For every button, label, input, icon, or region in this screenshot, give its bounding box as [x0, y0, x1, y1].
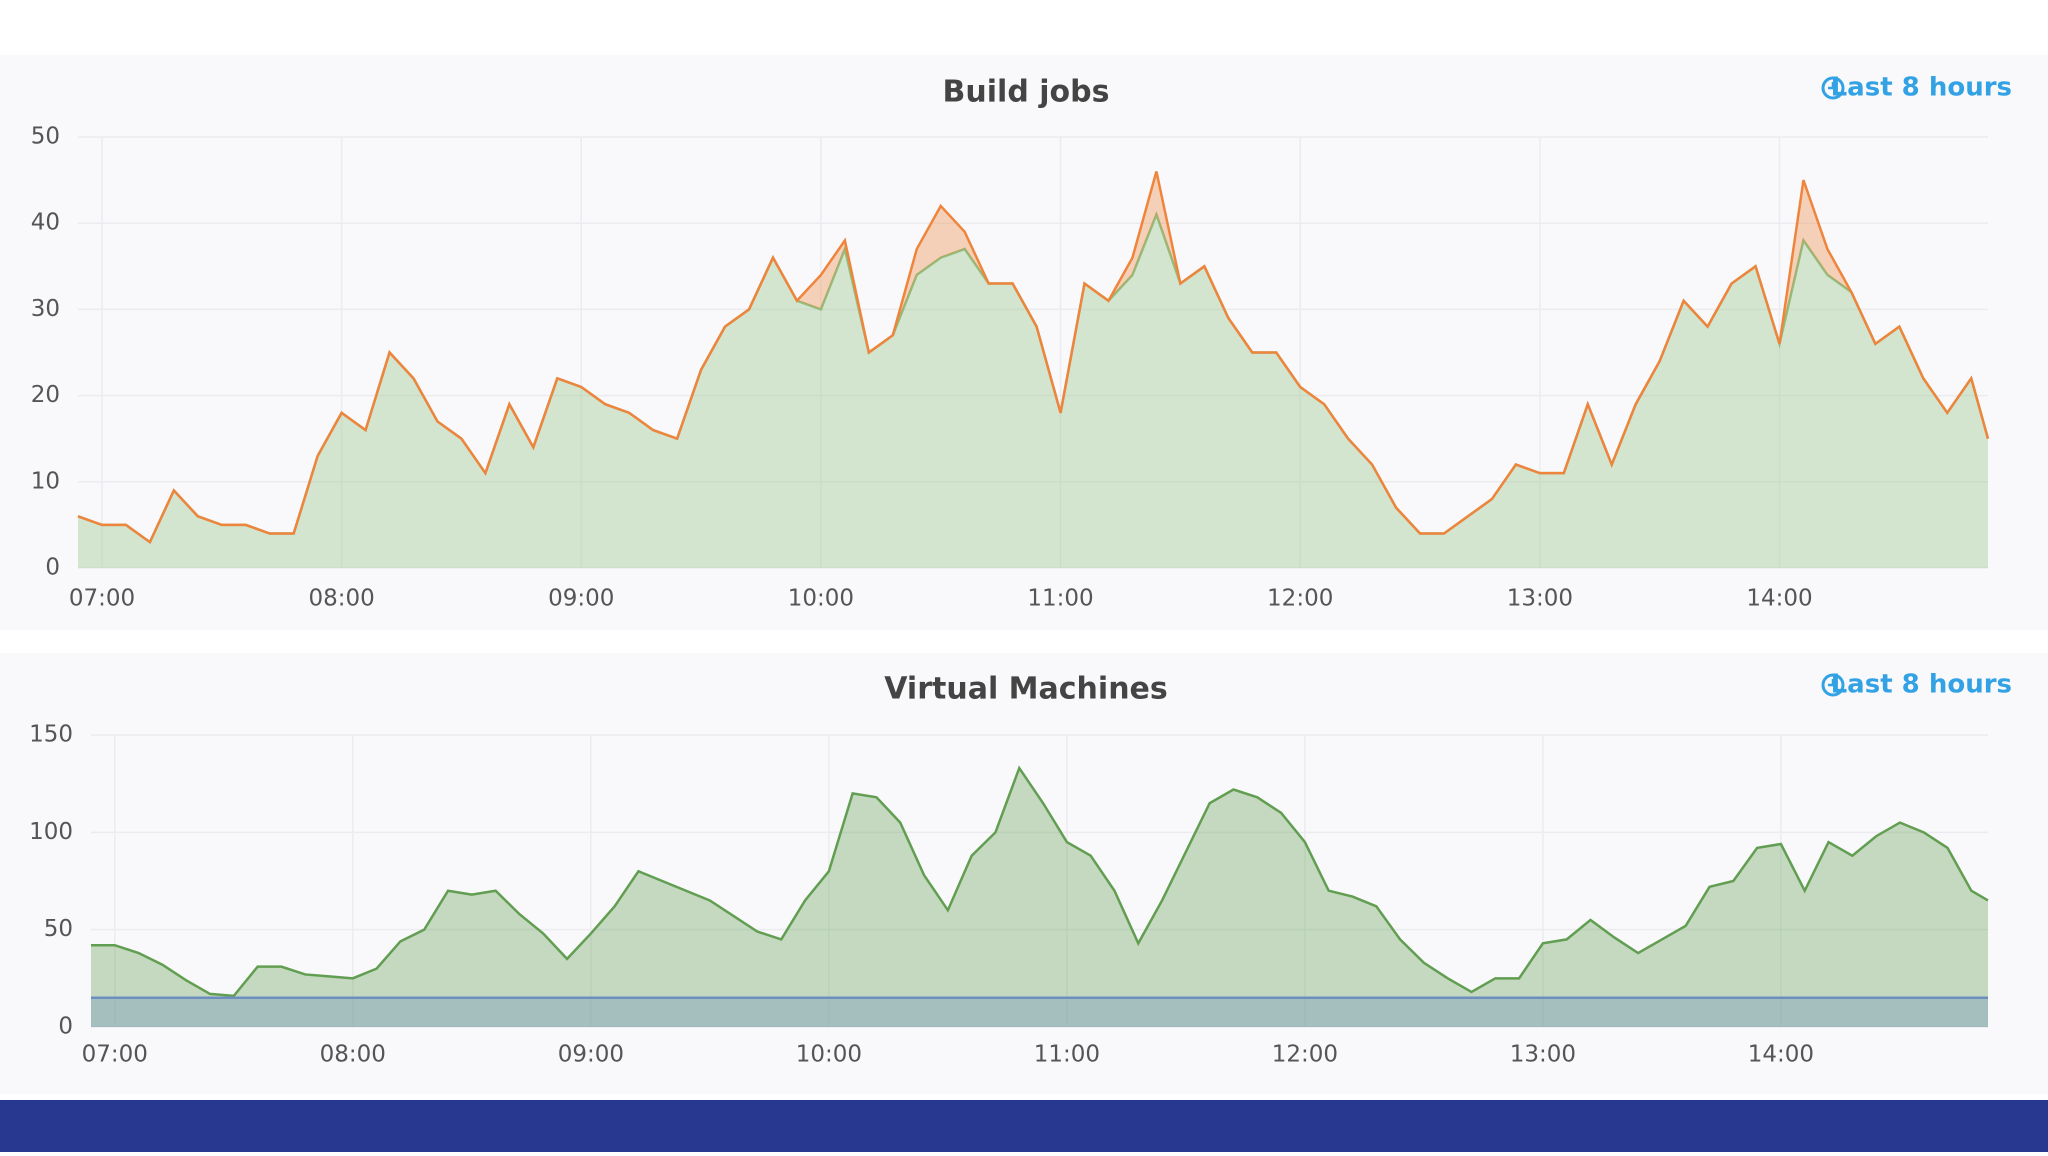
y-tick-label: 0 [45, 555, 60, 581]
time-range: Last 8 hours [1831, 73, 2012, 103]
footer-bar [0, 1100, 2048, 1152]
x-tick-label: 13:00 [1507, 586, 1573, 612]
panel-title: Virtual Machines [884, 672, 1168, 707]
x-tick-label: 11:00 [1027, 586, 1093, 612]
x-tick-label: 11:00 [1034, 1042, 1100, 1068]
clock-hands [1828, 679, 1835, 687]
x-tick-label: 10:00 [796, 1042, 862, 1068]
x-tick-label: 14:00 [1746, 586, 1812, 612]
series-area [78, 214, 1988, 568]
x-tick-label: 13:00 [1510, 1042, 1576, 1068]
series-area [91, 768, 1988, 1027]
x-tick-label: 14:00 [1748, 1042, 1814, 1068]
y-tick-label: 0 [58, 1014, 73, 1040]
y-tick-label: 100 [29, 819, 73, 845]
y-tick-label: 50 [44, 916, 73, 942]
y-tick-label: 40 [31, 210, 60, 236]
series-line [91, 765, 1989, 998]
x-tick-label: 12:00 [1267, 586, 1333, 612]
x-tick-label: 07:00 [69, 586, 135, 612]
x-tick-label: 09:00 [558, 1042, 624, 1068]
y-tick-label: 150 [29, 722, 73, 748]
x-tick-label: 07:00 [82, 1042, 148, 1068]
x-tick-label: 10:00 [788, 586, 854, 612]
x-tick-label: 12:00 [1272, 1042, 1338, 1068]
x-tick-label: 08:00 [320, 1042, 386, 1068]
y-tick-label: 50 [31, 124, 60, 150]
time-range: Last 8 hours [1831, 670, 2012, 700]
series-line [77, 171, 1990, 545]
y-tick-label: 20 [31, 382, 60, 408]
x-tick-label: 09:00 [548, 586, 614, 612]
panel-title: Build jobs [943, 75, 1110, 110]
y-tick-label: 30 [31, 296, 60, 322]
clock-icon [1821, 76, 1845, 100]
clock-hands [1828, 82, 1835, 90]
clock-icon [1821, 673, 1845, 697]
x-tick-label: 08:00 [308, 586, 374, 612]
series-area [91, 997, 1988, 1027]
y-tick-label: 10 [31, 468, 60, 494]
panel [0, 653, 2048, 1094]
